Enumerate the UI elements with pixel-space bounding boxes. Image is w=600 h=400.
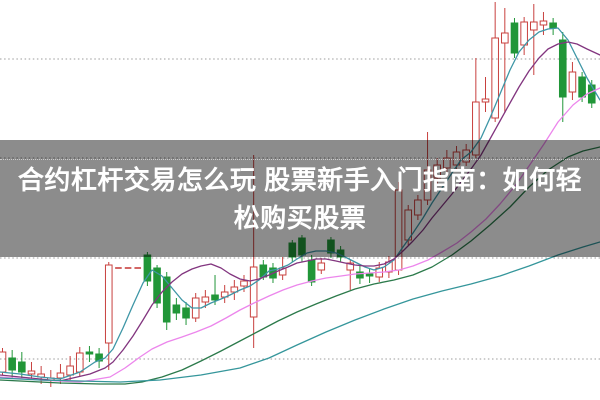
ma-line-ma5 bbox=[0, 27, 600, 380]
ma-line-ma10 bbox=[0, 41, 600, 382]
headline-line-2: 松购买股票 bbox=[233, 202, 367, 233]
headline-line-1: 合约杠杆交易怎么玩 股票新手入门指南：如何轻 bbox=[17, 164, 583, 195]
ma-line-ma20 bbox=[0, 87, 600, 383]
ma-line-ma60 bbox=[0, 241, 600, 383]
ma-line-ma30 bbox=[0, 146, 600, 385]
gridline-overlay bbox=[0, 159, 600, 160]
headline-overlay: 合约杠杆交易怎么玩 股票新手入门指南：如何轻 松购买股票 bbox=[0, 140, 600, 257]
